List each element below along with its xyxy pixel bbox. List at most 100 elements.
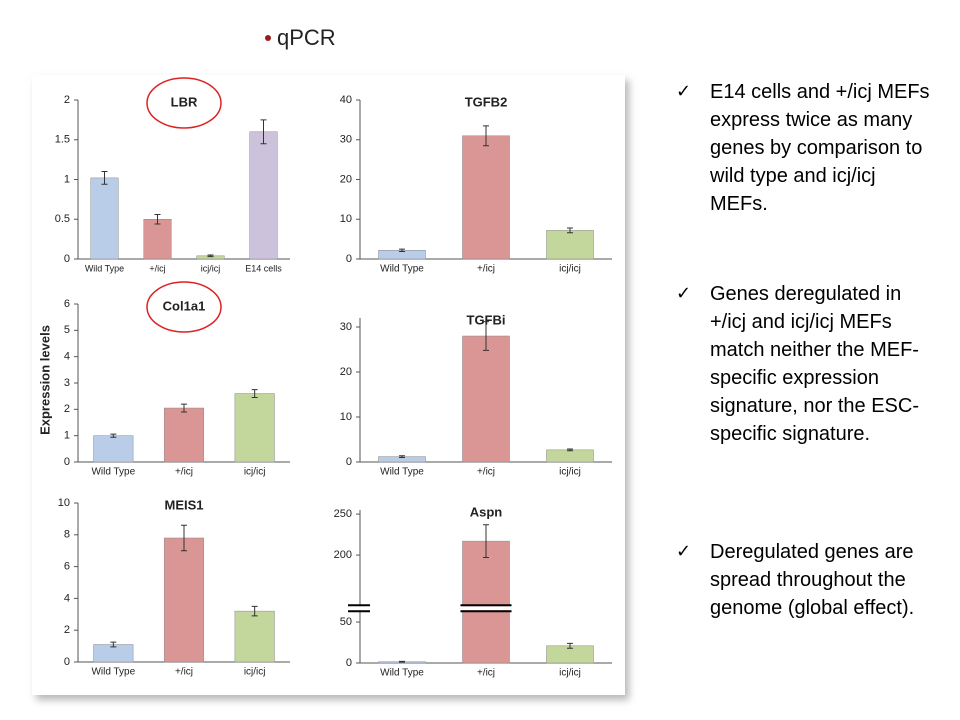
error-bar [154,213,161,225]
error-bar [483,524,489,559]
y-tick-label: 2 [64,403,70,415]
error-bar [207,254,214,258]
error-bar [260,119,267,145]
x-tick-label: E14 cells [245,263,282,273]
chart-title: TGFBi [467,312,506,327]
error-bar [567,642,573,649]
y-tick-label: 10 [340,213,352,225]
bar [249,131,278,260]
error-bar [181,403,187,413]
y-tick-label: 30 [340,321,352,333]
highlight-circle [146,77,222,129]
x-tick-label: icj/icj [244,667,266,678]
figure-panel [32,75,625,695]
error-bar [101,171,108,185]
y-tick-label: 1 [64,173,70,185]
error-bar [251,389,258,398]
y-tick-label: 8 [64,529,70,541]
x-tick-label: Wild Type [85,263,124,273]
bullet: ✓ E14 cells and +/icj MEFs express twice … [676,78,936,218]
y-tick-label: 0 [346,657,352,669]
y-tick-label: 5 [64,324,70,336]
error-bar [567,448,573,452]
y-tick-label: 10 [58,497,70,509]
x-tick-label: +/icj [149,263,165,273]
bar [90,177,119,260]
y-tick-label: 6 [64,561,70,573]
y-tick-label: 0 [346,253,352,265]
bullet: ✓ Deregulated genes are spread throughout… [676,538,936,622]
bar [546,449,594,463]
x-tick-label: Wild Type [380,467,424,478]
chart-title: TGFB2 [465,94,508,109]
bullet: ✓ Genes deregulated in +/icj and icj/icj … [676,280,936,448]
break-gap [460,606,512,611]
bar [462,335,510,463]
y-axis-label: Expression levels [37,325,52,435]
x-tick-label: icj/icj [559,264,581,275]
x-tick-label: +/icj [477,668,495,679]
x-tick-label: +/icj [175,467,193,478]
bar [93,435,134,463]
y-tick-label: 0 [64,656,70,668]
y-tick-label: 0.5 [55,213,70,225]
highlight-circle [146,281,222,333]
bullet-text: E14 cells and +/icj MEFs express twice a… [710,81,930,215]
y-tick-label: 30 [340,134,352,146]
error-bar [110,433,117,438]
break-gap [348,606,372,611]
error-bar [399,455,405,458]
y-tick-label: 10 [340,411,352,423]
y-tick-label: 20 [340,173,352,185]
y-tick-label: 40 [340,94,352,106]
x-tick-label: icj/icj [559,467,581,478]
error-bar [251,605,258,617]
x-tick-label: Wild Type [91,467,135,478]
bar [163,537,205,663]
heading: qPCR [277,25,336,50]
x-tick-label: Wild Type [380,264,424,275]
y-tick-label: 20 [340,366,352,378]
x-tick-label: +/icj [175,667,193,678]
x-tick-label: Wild Type [380,668,424,679]
bar [234,610,275,663]
bar [462,540,510,664]
x-tick-label: +/icj [477,467,495,478]
bar [143,219,172,260]
break-mark [348,604,370,613]
bullet-text: Genes deregulated in +/icj and icj/icj M… [710,283,919,445]
bar [163,407,205,463]
y-tick-label: 50 [340,616,352,628]
y-tick-label: 3 [64,377,70,389]
x-tick-label: Wild Type [91,667,135,678]
error-bar [399,248,405,252]
chart-title: Col1a1 [163,298,206,313]
y-tick-label: 1 [64,430,70,442]
y-tick-label: 4 [64,592,70,604]
error-bar [181,524,187,552]
x-tick-label: icj/icj [559,668,581,679]
error-bar [483,321,489,351]
error-bar [399,660,405,663]
y-tick-label: 200 [334,549,352,561]
y-tick-label: 0 [64,253,70,265]
y-tick-label: 0 [346,456,352,468]
y-tick-label: 6 [64,298,70,310]
error-bar [483,125,489,147]
y-tick-label: 0 [64,456,70,468]
x-tick-label: icj/icj [201,263,221,273]
y-tick-label: 4 [64,351,70,363]
bullet-text: Deregulated genes are spread throughout … [710,541,915,619]
y-tick-label: 2 [64,94,70,106]
y-tick-label: 1.5 [55,134,70,146]
error-bar [110,641,117,648]
heading-bullet [265,35,271,41]
chart-title: MEIS1 [164,497,203,512]
break-mark [460,604,512,613]
bar [546,230,594,260]
y-tick-label: 250 [334,508,352,520]
bar [462,135,510,260]
chart-title: LBR [171,94,198,109]
